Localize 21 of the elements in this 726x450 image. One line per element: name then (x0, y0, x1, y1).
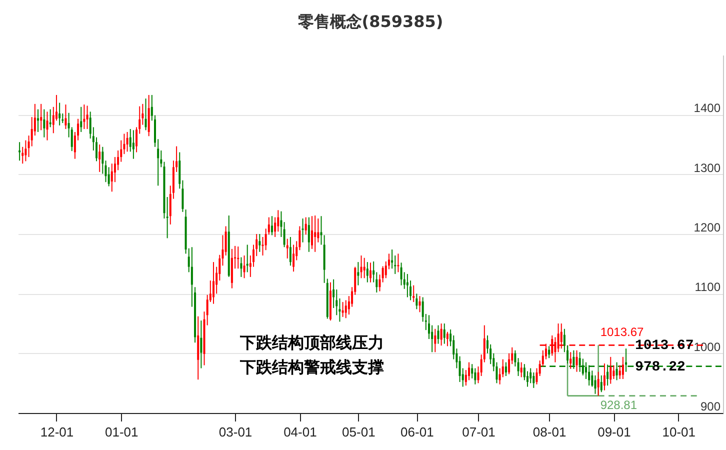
annotation: 下跌结构警戒线支撑 (239, 357, 384, 376)
y-tick-label: 1300 (694, 160, 721, 175)
x-tick-label: 01-01 (105, 424, 138, 440)
x-tick-label: 05-01 (342, 424, 376, 440)
x-tick-label: 09-01 (598, 424, 631, 440)
x-tick-label: 04-01 (284, 424, 317, 440)
x-tick-label: 06-01 (400, 424, 434, 440)
chart-title: 零售概念(859385) (296, 12, 444, 31)
y-tick-label: 1400 (694, 101, 721, 116)
x-tick-label: 08-01 (532, 424, 566, 440)
y-tick-label: 900 (700, 400, 721, 414)
y-tick-label: 1000 (694, 340, 721, 354)
annotation: 下跌结构顶部线压力 (239, 333, 384, 352)
annotation: 1013.67 (600, 325, 644, 340)
annotation: 928.81 (600, 398, 638, 412)
y-tick-label: 1200 (694, 220, 721, 234)
x-tick-label: 10-01 (662, 424, 696, 440)
x-tick-label: 12-01 (40, 424, 74, 440)
x-tick-label: 03-01 (218, 424, 252, 440)
x-tick-label: 07-01 (462, 424, 496, 440)
y-tick-label: 1100 (694, 280, 721, 294)
